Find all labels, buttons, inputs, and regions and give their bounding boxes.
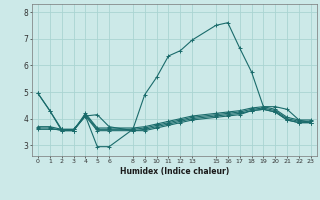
X-axis label: Humidex (Indice chaleur): Humidex (Indice chaleur)	[120, 167, 229, 176]
